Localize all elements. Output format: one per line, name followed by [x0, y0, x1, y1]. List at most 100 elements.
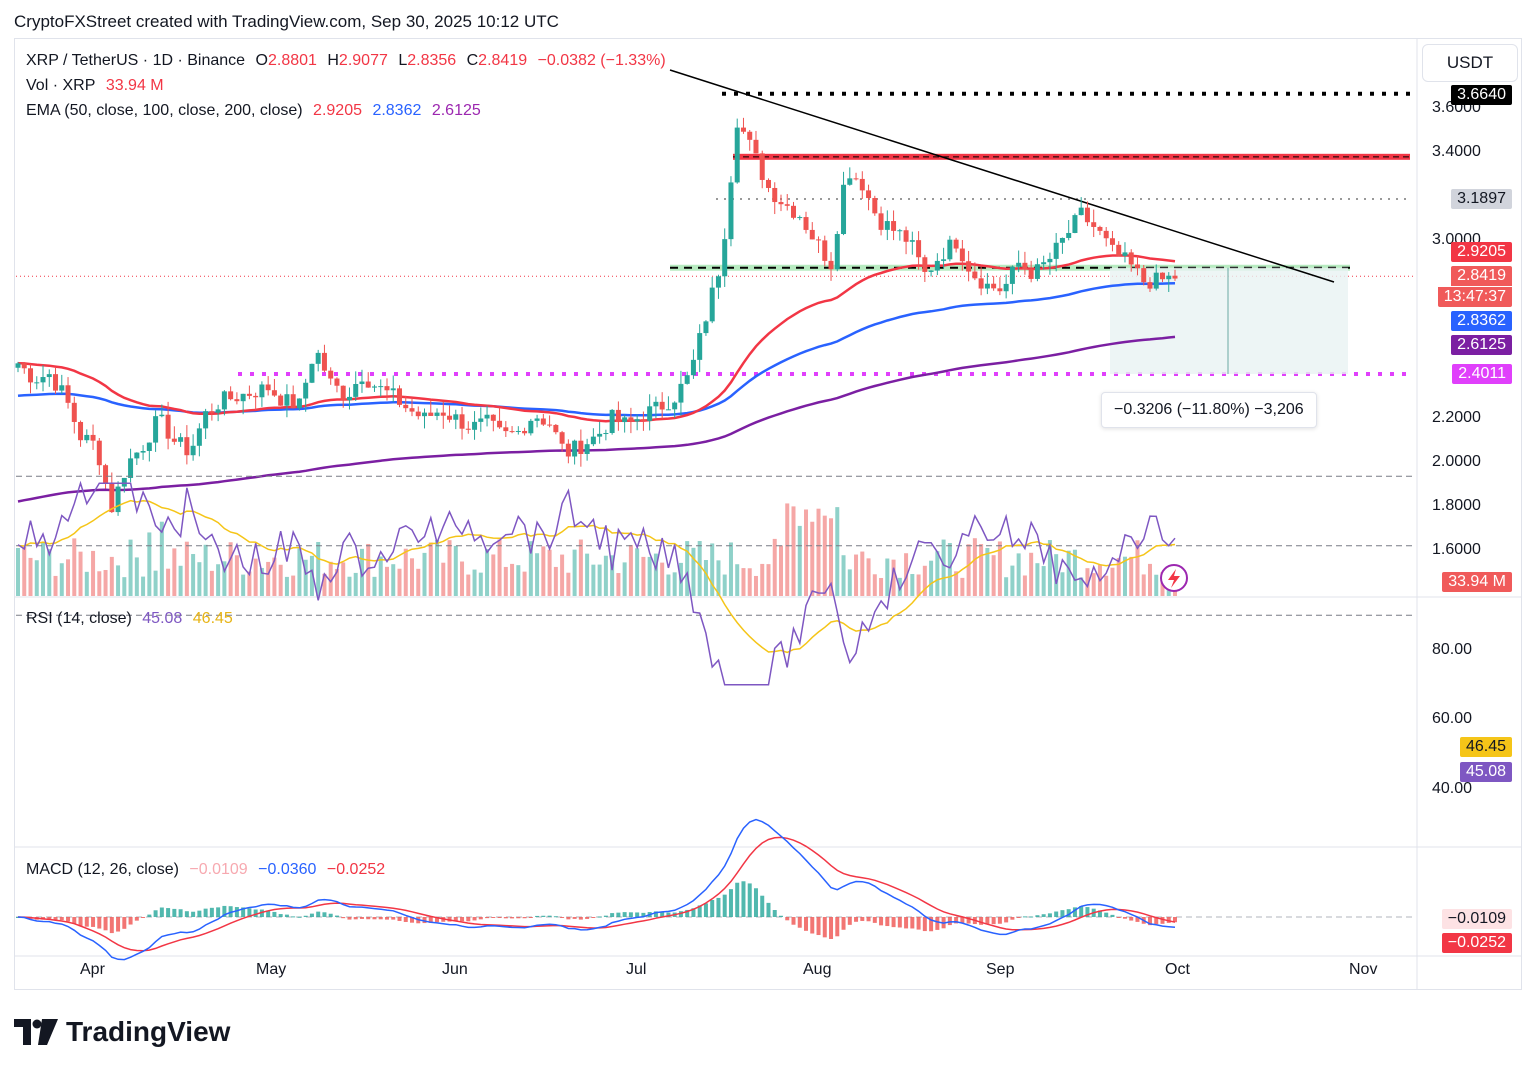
macd-histogram-bar [485, 917, 490, 919]
macd-histogram-bar [78, 917, 83, 927]
volume-bar [522, 571, 527, 596]
macd-histogram-bar [610, 913, 615, 917]
volume-bar [372, 576, 377, 596]
candle-body [453, 414, 459, 420]
candle-body [1022, 262, 1028, 270]
volume-bar [1079, 577, 1084, 596]
macd-legend: MACD (12, 26, close) −0.0109 −0.0360 −0.… [26, 861, 391, 879]
candle-body [409, 408, 415, 412]
macd-histogram-bar [947, 917, 952, 926]
macd-histogram-bar [147, 914, 152, 917]
macd-histogram-bar [322, 912, 327, 917]
macd-histogram-bar [810, 917, 815, 934]
candle-body [265, 384, 271, 391]
macd-label: MACD (12, 26, close) [26, 861, 179, 878]
candle-body [584, 444, 590, 455]
tradingview-logo-icon [14, 1019, 58, 1045]
rsi-ma-tag: 46.45 [1459, 737, 1512, 757]
volume-bar [422, 552, 427, 596]
macd-histogram-bar [716, 897, 721, 917]
currency-button[interactable]: USDT [1422, 44, 1518, 82]
candle-body [396, 388, 402, 405]
candle-body [128, 458, 134, 478]
macd-histogram-bar [897, 917, 902, 928]
candle-body [984, 283, 990, 289]
volume-bar [810, 521, 815, 596]
volume-bar [72, 538, 77, 596]
macd-histogram-bar [678, 911, 683, 917]
tradingview-logo: TradingView [14, 1016, 230, 1048]
rsi-legend: RSI (14, close) 45.08 46.45 [26, 610, 239, 628]
candle-body [1116, 244, 1122, 256]
volume-bar [297, 548, 302, 596]
volume-label: Vol · XRP [26, 77, 96, 94]
candle-body [259, 384, 265, 398]
candle-body [647, 406, 653, 421]
macd-histogram-bar [422, 917, 427, 924]
macd-hist-tag: −0.0109 [1441, 909, 1512, 929]
macd-histogram-bar [1154, 917, 1159, 925]
volume-bar [610, 555, 615, 596]
candle-body [1084, 207, 1090, 223]
volume-bar [979, 544, 984, 596]
candle-body [747, 131, 753, 140]
volume-bar [1029, 552, 1034, 596]
candle-body [697, 333, 703, 360]
candle-body [78, 421, 84, 441]
volume-bar [1154, 574, 1159, 596]
candle-body [1059, 237, 1065, 243]
macd-histogram-bar [747, 883, 752, 917]
macd-histogram-bar [66, 917, 71, 922]
macd-histogram-bar [103, 917, 108, 931]
candle-body [753, 139, 759, 154]
volume-bar [316, 541, 321, 596]
candle-body [490, 414, 496, 421]
volume-bar [991, 555, 996, 596]
candle-body [46, 374, 52, 378]
volume-bar [128, 539, 133, 596]
macd-histogram-bar [341, 917, 346, 919]
macd-histogram-bar [628, 912, 633, 917]
candle-body [528, 420, 534, 434]
macd-histogram-bar [1147, 917, 1152, 926]
macd-histogram-bar [866, 917, 871, 922]
volume-bar [1104, 575, 1109, 596]
macd-histogram-bar [954, 917, 959, 924]
candle-body [640, 419, 646, 421]
macd-histogram-bar [1104, 912, 1109, 917]
volume-bar [234, 555, 239, 596]
volume-bar [253, 558, 258, 596]
rsi-value: 45.08 [142, 610, 183, 627]
candle-body [422, 412, 428, 417]
volume-bar [553, 566, 558, 596]
candle-body [778, 202, 784, 205]
volume-bar [197, 562, 202, 596]
volume-bar [685, 541, 690, 596]
header-caption: CryptoFXStreet created with TradingView.… [14, 12, 559, 31]
candle-body [440, 412, 446, 416]
macd-histogram-bar [1066, 909, 1071, 917]
volume-bar [697, 541, 702, 596]
volume-bar [491, 554, 496, 596]
candle-body [190, 445, 196, 456]
macd-histogram-bar [578, 917, 583, 920]
volume-bar [653, 553, 658, 596]
macd-histogram-bar [741, 881, 746, 917]
volume-bar [866, 558, 871, 596]
volume-bar [660, 562, 665, 596]
volume-bar [804, 509, 809, 596]
candle-body [371, 386, 377, 388]
macd-histogram-bar [785, 917, 790, 921]
volume-bar [1035, 563, 1040, 596]
candle-body [184, 437, 190, 456]
candle-body [278, 395, 284, 406]
candle-body [472, 421, 478, 430]
macd-line-value: −0.0360 [258, 861, 317, 878]
volume-legend: Vol · XRP 33.94 M [26, 77, 170, 95]
time-tick: Apr [80, 961, 105, 978]
volume-bar [960, 577, 965, 596]
volume-bar [703, 560, 708, 596]
candle-body [1016, 262, 1022, 267]
macd-histogram-bar [872, 917, 877, 923]
